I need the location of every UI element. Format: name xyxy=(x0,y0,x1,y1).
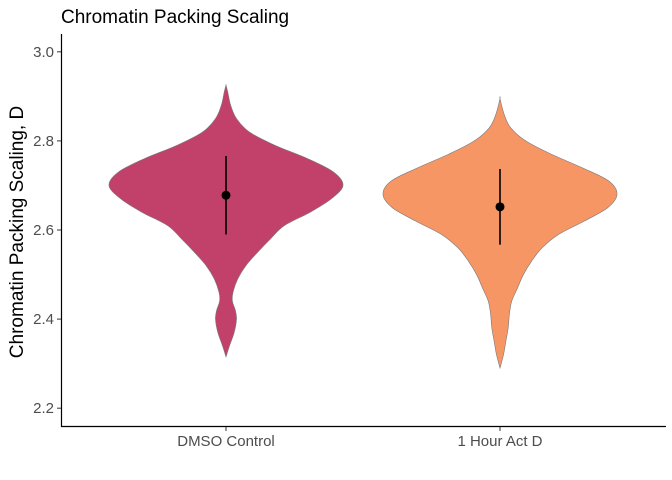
violins-layer xyxy=(108,84,618,370)
x-tick-label: DMSO Control xyxy=(177,433,275,450)
y-axis-label: Chromatin Packing Scaling, D xyxy=(7,106,28,358)
y-tick-label: 3.0 xyxy=(33,44,54,61)
x-tick-label: 1 Hour Act D xyxy=(457,433,542,450)
error-bars-layer xyxy=(221,156,505,245)
x-axis: DMSO Control 1 Hour Act D xyxy=(61,425,666,450)
y-axis: 2.2 2.4 2.6 2.8 3.0 xyxy=(33,34,63,427)
y-tick-label: 2.8 xyxy=(33,133,54,150)
mean-point xyxy=(221,190,231,200)
y-tick-label: 2.2 xyxy=(33,400,54,417)
mean-point xyxy=(495,202,505,212)
y-tick-label: 2.4 xyxy=(33,311,54,328)
y-tick-label: 2.6 xyxy=(33,222,54,239)
chart-title: Chromatin Packing Scaling xyxy=(61,7,289,28)
